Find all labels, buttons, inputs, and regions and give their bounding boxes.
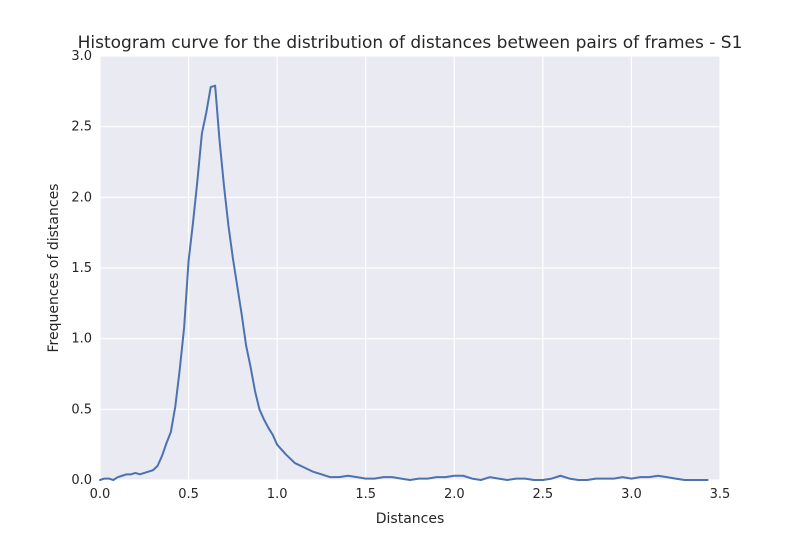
y-axis-label: Frequences of distances (46, 184, 62, 353)
x-tick-label: 1.5 (355, 487, 376, 502)
y-tick-label: 2.5 (71, 120, 92, 135)
y-tick-label: 1.5 (71, 261, 92, 276)
y-tick-label: 1.0 (71, 332, 92, 347)
x-axis-label: Distances (376, 511, 445, 527)
x-axis-ticks: 0.0 0.5 1.0 1.5 2.0 2.5 3.0 3.5 (90, 487, 731, 502)
y-tick-label: 0.0 (71, 473, 92, 488)
series-line-0 (99, 84, 709, 481)
x-tick-label: 3.5 (710, 487, 731, 502)
x-tick-label: 1.0 (267, 487, 288, 502)
x-tick-label: 2.0 (444, 487, 465, 502)
x-tick-label: 3.0 (621, 487, 642, 502)
chart-title: Histogram curve for the distribution of … (78, 33, 743, 53)
grid-lines (99, 55, 721, 481)
x-tick-label: 0.0 (90, 487, 111, 502)
x-tick-label: 0.5 (178, 487, 199, 502)
x-tick-label: 2.5 (533, 487, 554, 502)
y-tick-label: 0.5 (71, 402, 92, 417)
y-tick-label: 3.0 (71, 49, 92, 64)
y-tick-label: 2.0 (71, 190, 92, 205)
y-axis-ticks: 0.0 0.5 1.0 1.5 2.0 2.5 3.0 (71, 49, 92, 488)
series-group (99, 84, 709, 481)
